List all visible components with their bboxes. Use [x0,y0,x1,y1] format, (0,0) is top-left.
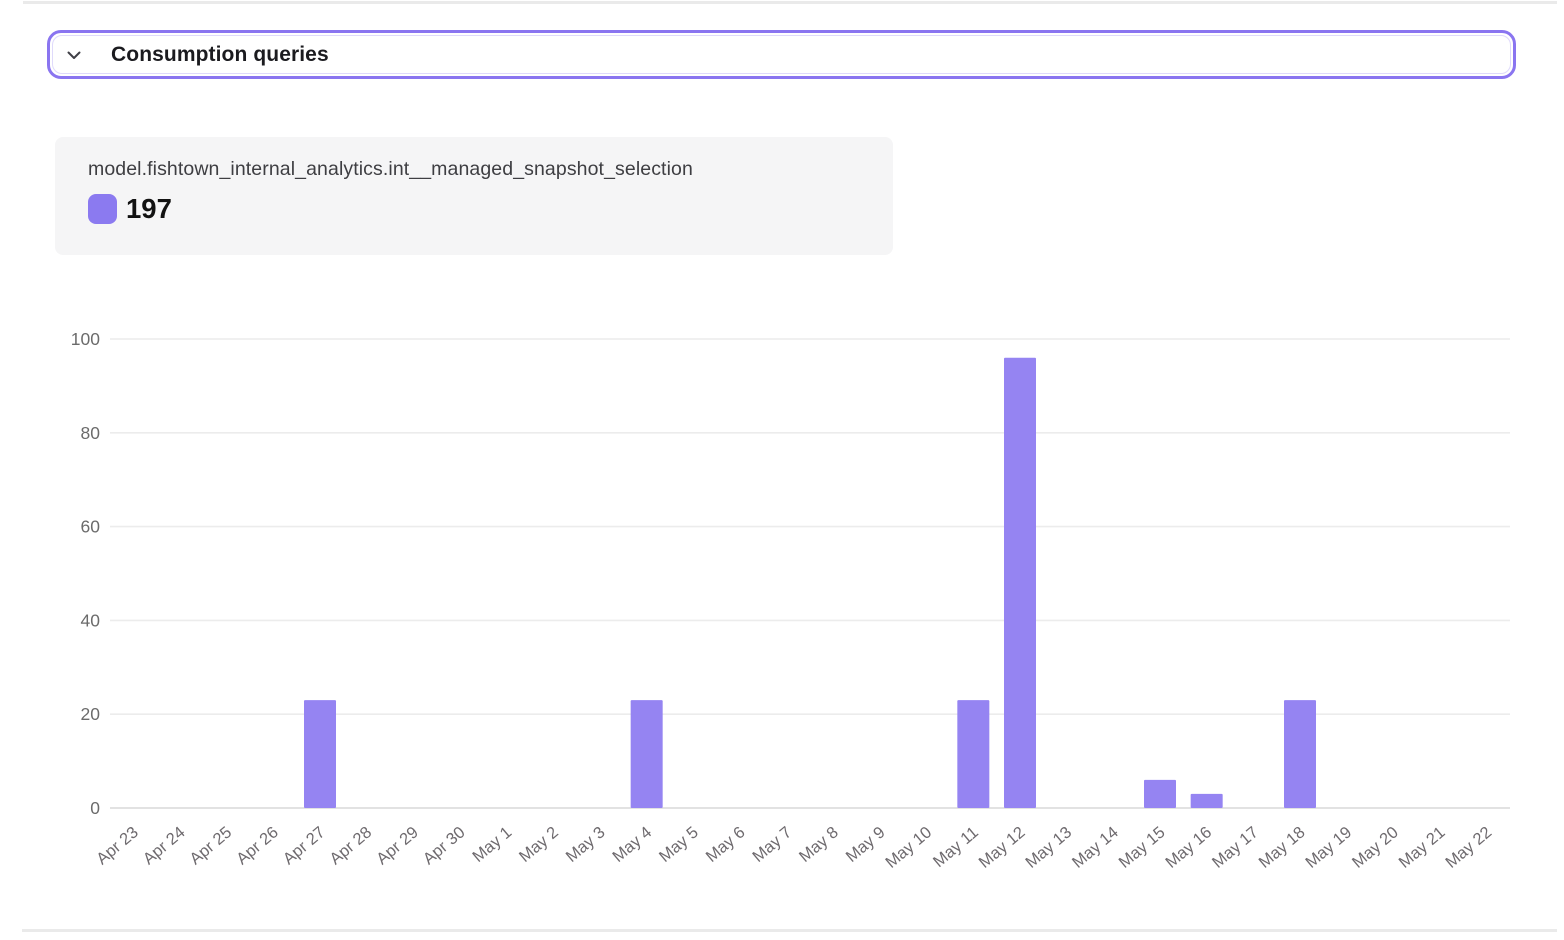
bar-may-4[interactable] [630,700,663,808]
series-name-label: model.fishtown_internal_analytics.int__m… [88,158,693,180]
x-tick-label-apr-29: Apr 29 [373,823,422,868]
y-tick-label-0: 0 [90,798,100,818]
x-tick-label-may-18: May 18 [1256,823,1309,872]
x-tick-label-apr-26: Apr 26 [233,823,282,868]
x-tick-label-may-21: May 21 [1396,823,1449,872]
x-tick-label-may-13: May 13 [1022,823,1075,872]
x-tick-label-may-12: May 12 [976,823,1029,872]
bar-may-11[interactable] [957,700,990,808]
section-title: Consumption queries [111,42,329,66]
bar-may-16[interactable] [1190,793,1223,808]
x-tick-label-may-9: May 9 [843,823,889,866]
series-color-swatch [88,194,117,224]
x-tick-label-may-11: May 11 [930,823,982,871]
x-tick-label-may-8: May 8 [796,823,842,866]
x-tick-label-apr-27: Apr 27 [280,823,329,868]
y-tick-label-60: 60 [81,517,101,537]
x-tick-label-may-6: May 6 [703,823,749,866]
x-tick-label-apr-25: Apr 25 [186,823,235,868]
bar-may-12[interactable] [1004,357,1036,808]
x-tick-label-may-16: May 16 [1162,823,1215,872]
x-tick-label-may-4: May 4 [609,823,655,866]
x-tick-label-apr-30: Apr 30 [420,823,469,868]
x-tick-label-may-5: May 5 [656,823,702,866]
x-tick-label-apr-28: Apr 28 [326,823,375,868]
x-tick-label-may-3: May 3 [563,823,609,866]
x-tick-label-may-15: May 15 [1116,823,1169,872]
x-tick-label-may-14: May 14 [1069,823,1122,872]
chevron-down-icon[interactable] [63,44,85,66]
x-tick-label-apr-23: Apr 23 [93,823,142,868]
x-tick-label-may-19: May 19 [1302,823,1355,872]
x-tick-label-may-20: May 20 [1349,823,1402,872]
bottom-divider [22,929,1557,932]
y-tick-label-20: 20 [81,704,101,724]
section-header-consumption-queries[interactable]: Consumption queries [47,30,1516,79]
x-tick-label-may-17: May 17 [1209,823,1262,872]
bar-may-15[interactable] [1144,779,1176,808]
y-tick-label-80: 80 [81,423,101,443]
y-tick-label-100: 100 [71,329,100,349]
bar-may-18[interactable] [1284,700,1316,808]
top-divider [23,1,1557,4]
x-tick-label-may-2: May 2 [516,823,562,866]
x-tick-label-apr-24: Apr 24 [140,823,189,868]
series-total-value: 197 [126,193,172,224]
x-tick-label-may-22: May 22 [1442,823,1495,872]
chart-tooltip-card: model.fishtown_internal_analytics.int__m… [55,137,893,255]
x-tick-label-may-7: May 7 [749,823,795,866]
x-tick-label-may-10: May 10 [882,823,935,872]
x-tick-label-may-1: May 1 [469,823,515,866]
bar-apr-27[interactable] [304,700,336,808]
y-tick-label-40: 40 [81,610,101,630]
legend-row: 197 [88,193,893,225]
